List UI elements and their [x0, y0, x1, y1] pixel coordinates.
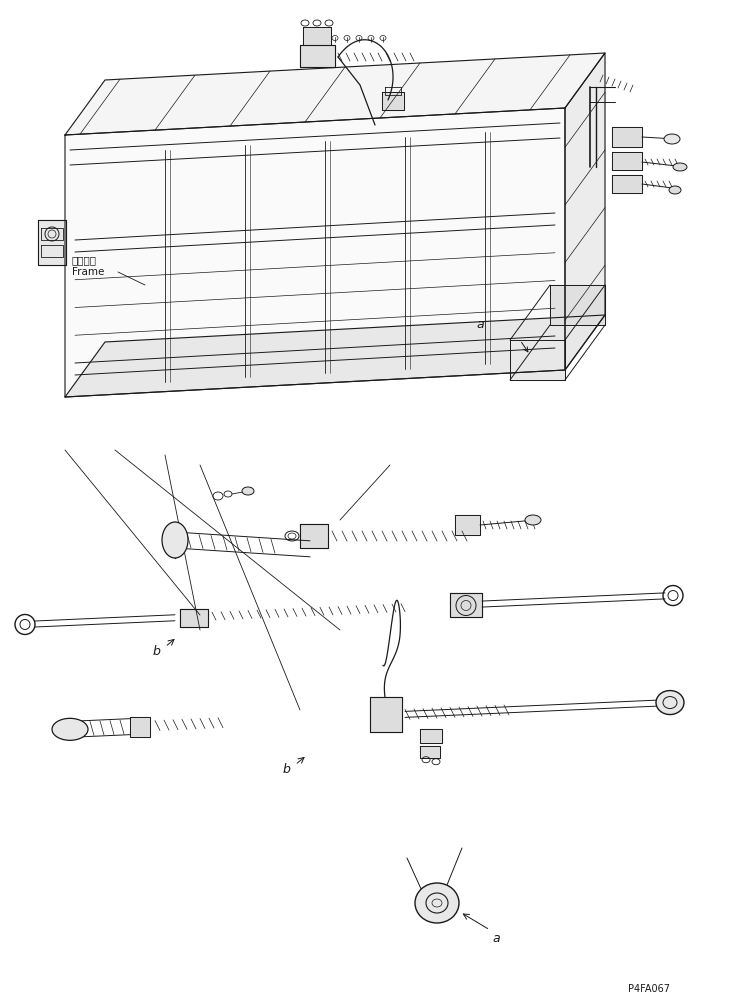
Polygon shape	[612, 175, 642, 193]
Polygon shape	[300, 45, 335, 67]
Polygon shape	[382, 92, 404, 110]
Ellipse shape	[669, 186, 681, 194]
Polygon shape	[420, 729, 442, 743]
Text: b: b	[283, 763, 291, 776]
Ellipse shape	[52, 719, 88, 741]
Ellipse shape	[242, 487, 254, 495]
Polygon shape	[612, 152, 642, 170]
Text: Frame: Frame	[72, 267, 104, 277]
Ellipse shape	[673, 163, 687, 171]
Polygon shape	[130, 717, 150, 737]
Polygon shape	[65, 315, 605, 397]
Polygon shape	[303, 27, 331, 45]
Polygon shape	[370, 698, 402, 733]
Polygon shape	[38, 220, 66, 265]
Polygon shape	[180, 609, 208, 627]
Ellipse shape	[656, 691, 684, 715]
Polygon shape	[300, 524, 328, 548]
Polygon shape	[455, 515, 480, 535]
Polygon shape	[65, 108, 565, 397]
Text: a: a	[492, 932, 499, 945]
Polygon shape	[420, 746, 440, 757]
Ellipse shape	[162, 522, 188, 558]
Text: a: a	[476, 318, 484, 331]
Ellipse shape	[525, 515, 541, 525]
Text: b: b	[153, 645, 161, 658]
Polygon shape	[510, 340, 565, 380]
Polygon shape	[565, 53, 605, 370]
Ellipse shape	[415, 883, 459, 923]
Text: P4FA067: P4FA067	[628, 984, 670, 994]
Text: フレーム: フレーム	[72, 255, 97, 265]
Ellipse shape	[664, 134, 680, 144]
Polygon shape	[65, 53, 605, 135]
Polygon shape	[450, 594, 482, 618]
Polygon shape	[550, 285, 605, 325]
Polygon shape	[612, 127, 642, 147]
